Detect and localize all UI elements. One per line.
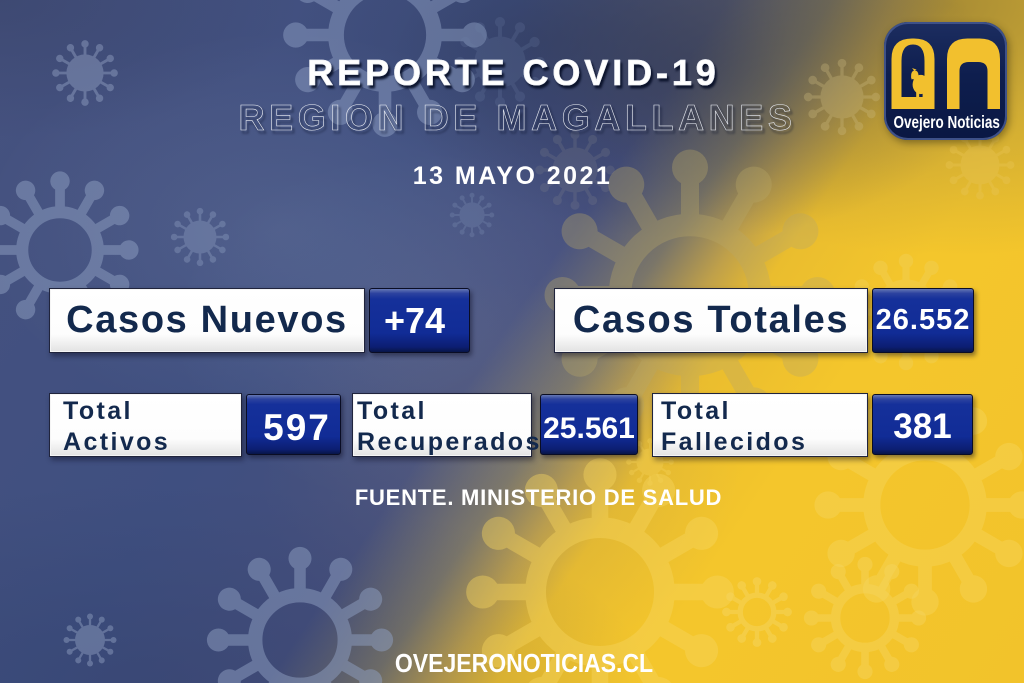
svg-text:Ovejero Noticias: Ovejero Noticias <box>893 113 1000 132</box>
